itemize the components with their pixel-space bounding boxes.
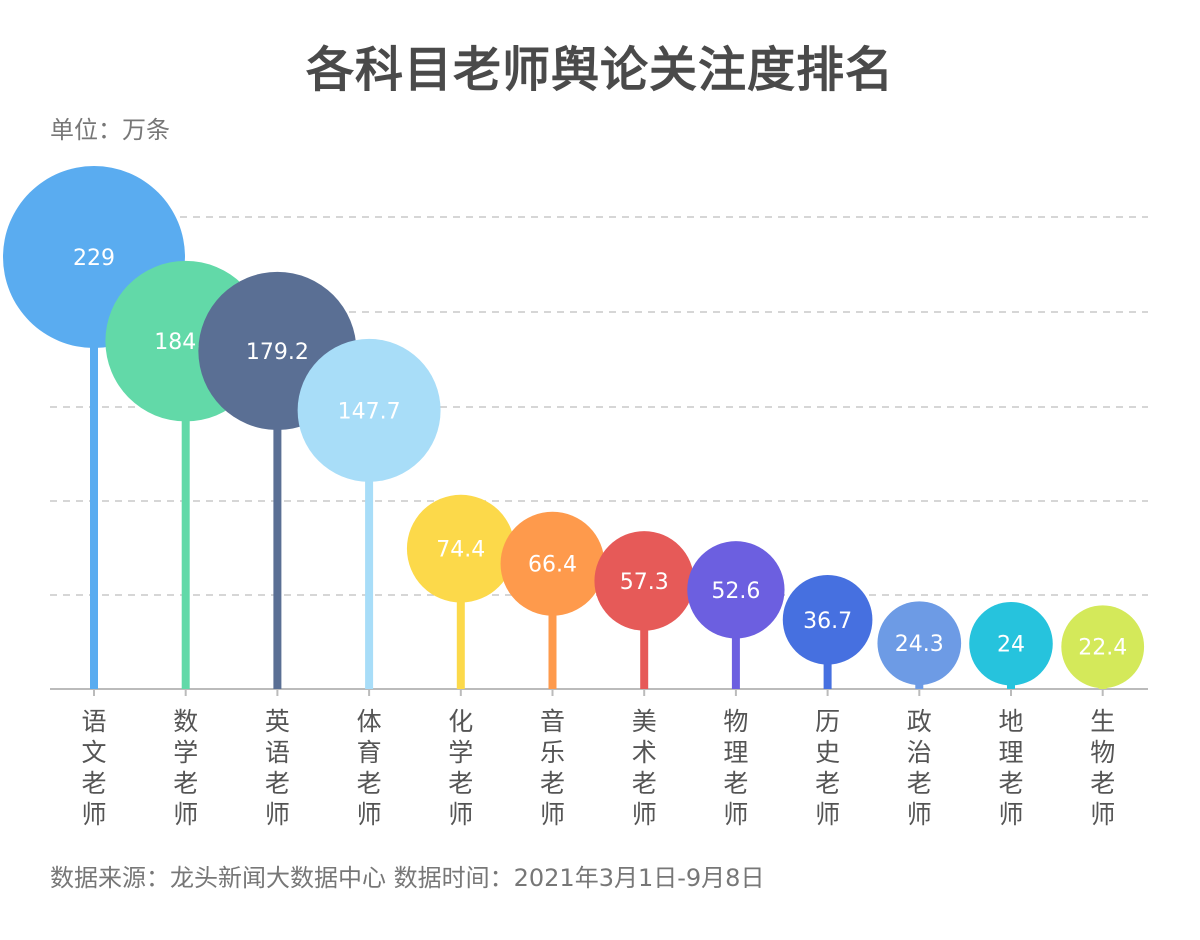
lollipop-head: [877, 601, 962, 685]
lollipop-head: [687, 541, 785, 639]
category-label: 化学老师: [448, 707, 473, 829]
value-label: 24.3: [895, 632, 944, 657]
lollipop-head: [297, 338, 441, 482]
value-label: 179.2: [246, 340, 309, 365]
chart-title: 各科目老师舆论关注度排名: [305, 42, 894, 98]
unit-label: 单位：万条: [50, 116, 170, 144]
gridlines: [50, 216, 1148, 596]
category-label: 语文老师: [81, 707, 106, 829]
source-note: 数据来源：龙头新闻大数据中心 数据时间：2021年3月1日-9月8日: [50, 864, 765, 892]
value-label: 147.7: [338, 399, 401, 424]
value-label: 229: [73, 246, 115, 271]
value-label: 57.3: [620, 570, 669, 595]
value-label: 74.4: [436, 538, 485, 563]
category-label: 物理老师: [723, 707, 748, 829]
lollipop-head: [782, 574, 873, 665]
category-label: 历史老师: [815, 707, 840, 829]
category-label: 美术老师: [632, 707, 657, 829]
lollipop-head: [1061, 605, 1145, 689]
lollipop-head: [969, 601, 1053, 686]
category-label: 英语老师: [265, 707, 290, 829]
category-label: 数学老师: [173, 707, 198, 829]
category-label: 音乐老师: [540, 707, 565, 829]
value-label: 24: [997, 633, 1025, 658]
value-label: 22.4: [1078, 636, 1127, 661]
lollipop-head: [406, 494, 515, 603]
category-label: 地理老师: [998, 707, 1023, 829]
category-label: 生物老师: [1090, 707, 1115, 829]
lollipop-head: [500, 511, 605, 616]
lollipop-head: [594, 531, 694, 631]
value-label: 36.7: [803, 609, 852, 634]
value-label: 52.6: [711, 579, 760, 604]
value-label: 66.4: [528, 553, 577, 578]
category-label: 政治老师: [907, 707, 932, 829]
category-label: 体育老师: [357, 707, 382, 829]
